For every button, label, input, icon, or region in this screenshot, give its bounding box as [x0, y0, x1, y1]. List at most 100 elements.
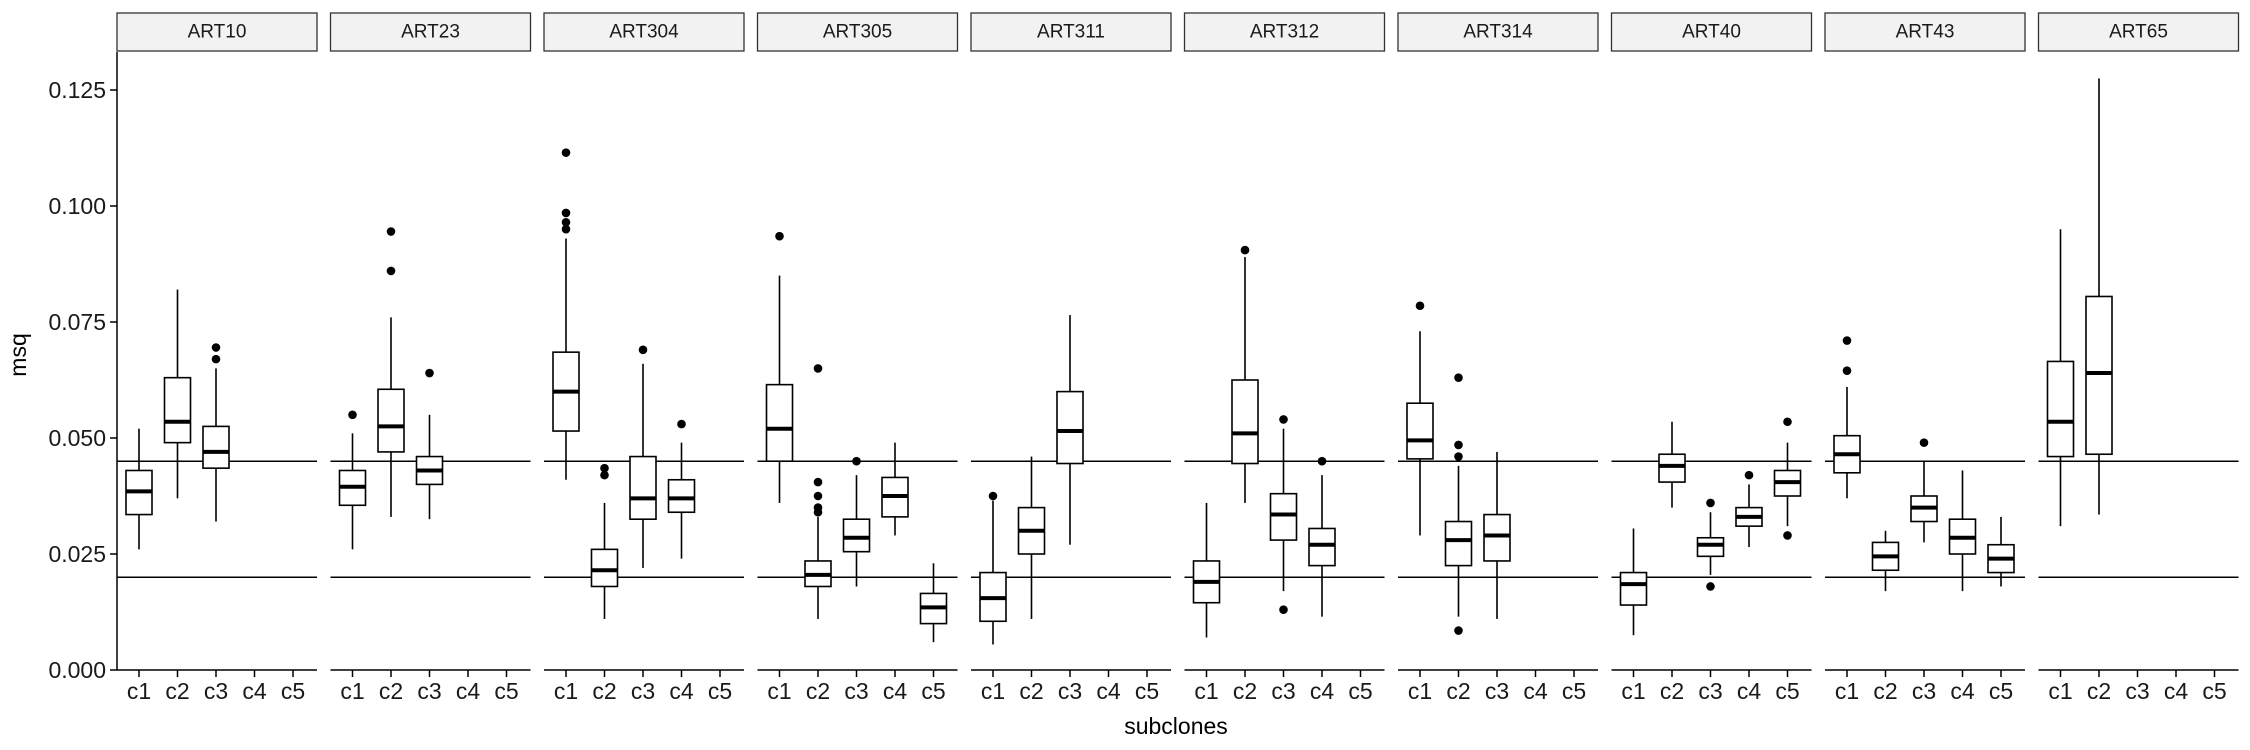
x-tick-label: c2 — [1233, 678, 1257, 704]
facet-strip — [1183, 12, 1386, 52]
outlier-point — [386, 227, 396, 236]
boxplot-c3 — [1269, 415, 1298, 614]
outlier-point — [677, 419, 686, 429]
boxplot-c4 — [1948, 470, 1977, 592]
y-tick-label: 0.075 — [48, 309, 106, 335]
facet-strip-label: ART311 — [1037, 22, 1105, 43]
boxplot-c5 — [919, 563, 948, 643]
x-tick-label: c5 — [1135, 678, 1159, 704]
y-tick-label: 0.050 — [48, 425, 106, 451]
boxplot-c4 — [881, 442, 909, 536]
outlier-point — [561, 148, 571, 157]
boxplot-c3 — [415, 368, 444, 520]
facet-strip-label: ART43 — [1896, 22, 1955, 43]
x-tick-label: c1 — [1835, 678, 1859, 704]
x-tick-label: c3 — [2125, 678, 2149, 704]
boxplot-c2 — [1017, 456, 1046, 619]
boxplot-c1 — [552, 148, 580, 480]
iqr-box — [377, 388, 405, 453]
x-tick-label: c5 — [708, 678, 732, 704]
outlier-point — [1454, 452, 1463, 461]
boxplot-c4 — [1735, 470, 1763, 548]
y-tick-label: 0.100 — [48, 193, 106, 219]
iqr-box — [1406, 402, 1434, 460]
boxplot-c1 — [1833, 336, 1861, 499]
x-tick-label: c5 — [1562, 678, 1586, 704]
x-tick-label: c1 — [340, 678, 364, 704]
outlier-point — [813, 491, 823, 501]
outlier-point — [1842, 366, 1852, 376]
x-tick-label: c3 — [1698, 678, 1722, 704]
x-tick-label: c2 — [592, 678, 616, 704]
facet-panel-art43: ART43 c1 c2 c3 c4 c5 — [1824, 12, 2026, 704]
outlier-point — [1454, 373, 1463, 382]
x-tick-label: c4 — [1737, 678, 1762, 704]
outlier-point — [561, 224, 571, 234]
facet-strip — [1397, 12, 1599, 52]
iqr-box — [1696, 536, 1725, 558]
outlier-point — [852, 456, 861, 466]
outlier-point — [561, 217, 571, 227]
facet-strip-label: ART314 — [1463, 22, 1533, 43]
boxplot-c1 — [979, 491, 1007, 645]
iqr-box — [667, 478, 696, 514]
facet-strip-label: ART40 — [1682, 22, 1741, 43]
x-tick-label: c4 — [1096, 678, 1121, 704]
outlier-point — [1240, 245, 1250, 255]
facet-panel-art311: ART311 c1 c2 c3 c4 c5 — [970, 12, 1172, 704]
facet-strip — [756, 12, 959, 52]
facet-strip — [1610, 12, 1813, 52]
facet-strip — [970, 12, 1172, 52]
outlier-point — [1919, 438, 1929, 447]
iqr-box — [163, 376, 192, 444]
outlier-point — [813, 503, 823, 512]
x-tick-label: c5 — [2202, 678, 2226, 704]
outlier-point — [813, 364, 823, 373]
x-tick-label: c1 — [127, 678, 151, 704]
x-tick-label: c4 — [2164, 678, 2189, 704]
boxplot-c2 — [804, 364, 832, 619]
x-tick-label: c3 — [1912, 678, 1936, 704]
outlier-point — [1317, 456, 1327, 466]
x-tick-label: c1 — [767, 678, 791, 704]
x-tick-label: c2 — [1446, 678, 1470, 704]
outlier-point — [1279, 605, 1288, 614]
x-tick-label: c3 — [1485, 678, 1509, 704]
facet-strip-label: ART304 — [609, 22, 679, 43]
facet-panel-art40: ART40 c1 c2 c3 c4 c5 — [1610, 12, 1813, 704]
x-tick-label: c4 — [242, 678, 267, 704]
x-tick-label: c1 — [981, 678, 1005, 704]
iqr-box — [590, 548, 619, 588]
outlier-point — [1706, 582, 1715, 591]
boxplot-c1 — [338, 410, 367, 550]
facet-panel-art312: ART312 c1 c2 c3 c4 c5 — [1183, 12, 1386, 704]
boxplot-c1 — [125, 428, 153, 550]
boxplot-c3 — [1910, 438, 1938, 543]
x-tick-label: c2 — [2087, 678, 2111, 704]
x-tick-label: c2 — [1873, 678, 1897, 704]
facet-strip — [1824, 12, 2026, 52]
outlier-point — [211, 354, 221, 364]
iqr-box — [1269, 492, 1298, 541]
facet-strip-label: ART312 — [1250, 22, 1319, 43]
facet-strip — [2037, 12, 2240, 52]
x-tick-label: c1 — [1194, 678, 1218, 704]
x-tick-label: c4 — [456, 678, 481, 704]
boxplot-c1 — [1406, 301, 1434, 536]
outlier-point — [1706, 498, 1715, 508]
x-tick-label: c5 — [1775, 678, 1799, 704]
facets-layer: ART10 c1 c2 c3 c4 c5 ART23 c1 c2 c3 c4 c5 ART304 c1 c2… — [116, 12, 2240, 704]
x-tick-label: c4 — [1310, 678, 1335, 704]
y-tick-label: 0.000 — [48, 657, 106, 683]
boxplot-c2 — [590, 463, 619, 619]
iqr-box — [765, 383, 794, 463]
x-tick-label: c2 — [1019, 678, 1043, 704]
y-tick-label: 0.025 — [48, 541, 106, 567]
outlier-point — [1415, 301, 1425, 311]
iqr-box — [1444, 520, 1473, 567]
facet-panel-art305: ART305 c1 c2 c3 c4 c5 — [756, 12, 959, 704]
facet-panel-art65: ART65 c1 c2 c3 c4 c5 — [2037, 12, 2240, 704]
boxplot-c2 — [1444, 373, 1473, 635]
iqr-box — [1231, 379, 1259, 465]
